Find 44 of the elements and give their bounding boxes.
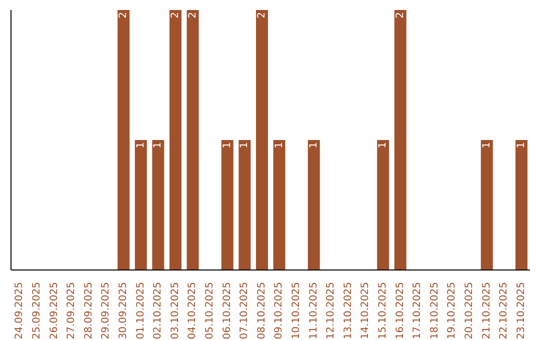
data-label: 1 (308, 142, 320, 148)
x-tick-label: 05.10.2025 (204, 282, 216, 340)
data-label: 1 (239, 142, 250, 148)
x-tick-label: 23.10.2025 (516, 282, 527, 340)
x-tick-label: 10.10.2025 (290, 282, 302, 340)
x-tick-label: 16.10.2025 (394, 282, 406, 340)
x-tick-label: 08.10.2025 (256, 282, 268, 340)
x-tick-label: 14.10.2025 (360, 282, 372, 340)
data-label: 2 (118, 12, 130, 18)
data-label: 2 (394, 12, 406, 18)
x-tick-label: 06.10.2025 (222, 282, 233, 340)
x-tick-label: 03.10.2025 (170, 282, 181, 340)
x-tick-label: 12.10.2025 (326, 282, 337, 340)
x-tick-label: 25.09.2025 (31, 282, 42, 340)
data-label: 2 (256, 12, 268, 18)
x-tick-label: 24.09.2025 (14, 282, 26, 340)
x-tick-label: 27.09.2025 (66, 282, 78, 340)
data-label: 1 (152, 142, 164, 148)
x-tick-label: 18.10.2025 (429, 282, 440, 340)
data-label: 1 (378, 142, 389, 148)
x-tick-label: 29.09.2025 (100, 282, 112, 340)
x-tick-label: 22.10.2025 (498, 282, 510, 340)
x-tick-label: 09.10.2025 (274, 282, 285, 340)
data-label: 1 (135, 142, 146, 148)
data-label: 1 (274, 142, 285, 148)
x-tick-label: 20.10.2025 (464, 282, 475, 340)
data-label: 2 (170, 12, 181, 18)
x-tick-label: 02.10.2025 (152, 282, 164, 340)
x-tick-label: 30.09.2025 (118, 282, 129, 340)
x-tick-label: 04.10.2025 (187, 282, 198, 340)
x-tick-label: 26.09.2025 (48, 282, 60, 340)
x-tick-label: 28.09.2025 (83, 282, 94, 340)
x-tick-label: 17.10.2025 (412, 282, 424, 340)
data-label: 2 (187, 12, 198, 18)
x-tick-label: 01.10.2025 (135, 282, 146, 340)
data-label: 1 (481, 142, 492, 148)
x-tick-label: 07.10.2025 (239, 282, 250, 340)
data-label: 1 (516, 142, 527, 148)
x-tick-label: 19.10.2025 (446, 282, 458, 340)
x-tick-label: 21.10.2025 (481, 282, 492, 340)
x-tick-label: 13.10.2025 (342, 282, 354, 340)
data-label: 1 (222, 142, 233, 148)
x-tick-label: 11.10.2025 (308, 282, 320, 340)
x-tick-label: 15.10.2025 (377, 282, 388, 340)
